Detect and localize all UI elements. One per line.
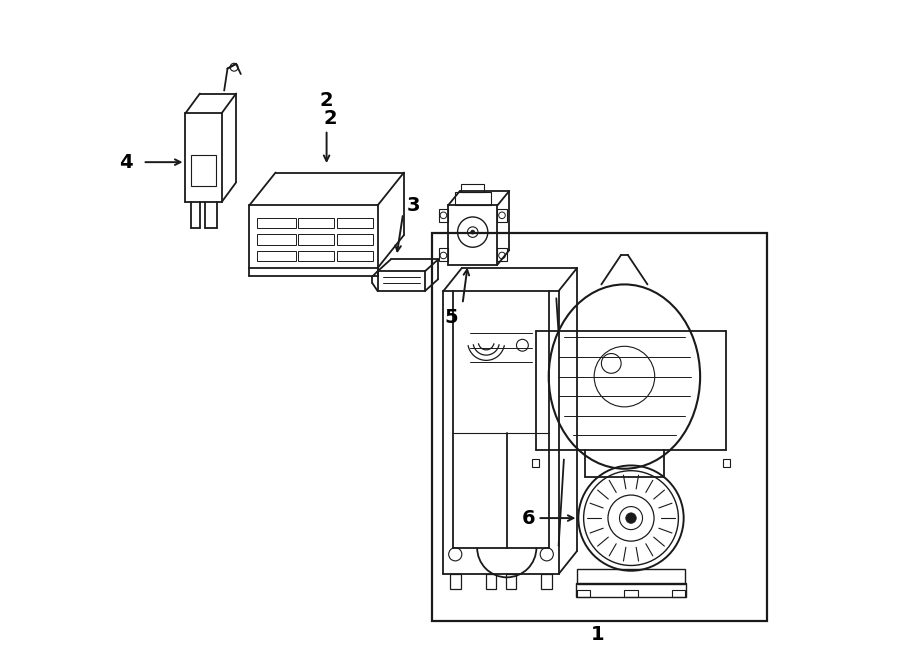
Bar xyxy=(337,217,373,229)
Text: 2: 2 xyxy=(323,109,337,128)
Bar xyxy=(298,217,334,229)
Bar xyxy=(439,209,448,222)
Bar xyxy=(577,569,685,584)
Bar xyxy=(450,574,461,588)
Text: 1: 1 xyxy=(591,625,605,644)
Bar xyxy=(486,574,497,588)
Bar xyxy=(506,574,517,588)
Bar xyxy=(542,574,552,588)
Text: 4: 4 xyxy=(120,153,133,172)
Bar xyxy=(724,459,730,467)
Bar xyxy=(454,192,490,206)
Bar xyxy=(337,251,373,261)
Bar xyxy=(498,249,507,261)
Bar xyxy=(298,234,334,245)
Text: 6: 6 xyxy=(522,508,536,527)
Bar xyxy=(432,233,768,621)
Bar xyxy=(461,184,484,192)
Bar xyxy=(298,251,334,261)
Circle shape xyxy=(471,230,474,234)
Bar xyxy=(498,209,507,222)
Bar xyxy=(191,155,216,186)
Bar xyxy=(337,234,373,245)
Circle shape xyxy=(626,513,636,524)
Text: 2: 2 xyxy=(320,91,333,110)
Bar xyxy=(671,590,685,597)
Bar xyxy=(625,590,637,597)
Text: 3: 3 xyxy=(406,196,419,215)
Bar xyxy=(577,590,590,597)
Bar xyxy=(257,234,295,245)
Bar xyxy=(576,582,687,597)
Text: 5: 5 xyxy=(445,308,458,327)
Bar xyxy=(257,217,295,229)
Bar xyxy=(439,249,448,261)
Bar xyxy=(532,459,539,467)
Bar xyxy=(257,251,295,261)
